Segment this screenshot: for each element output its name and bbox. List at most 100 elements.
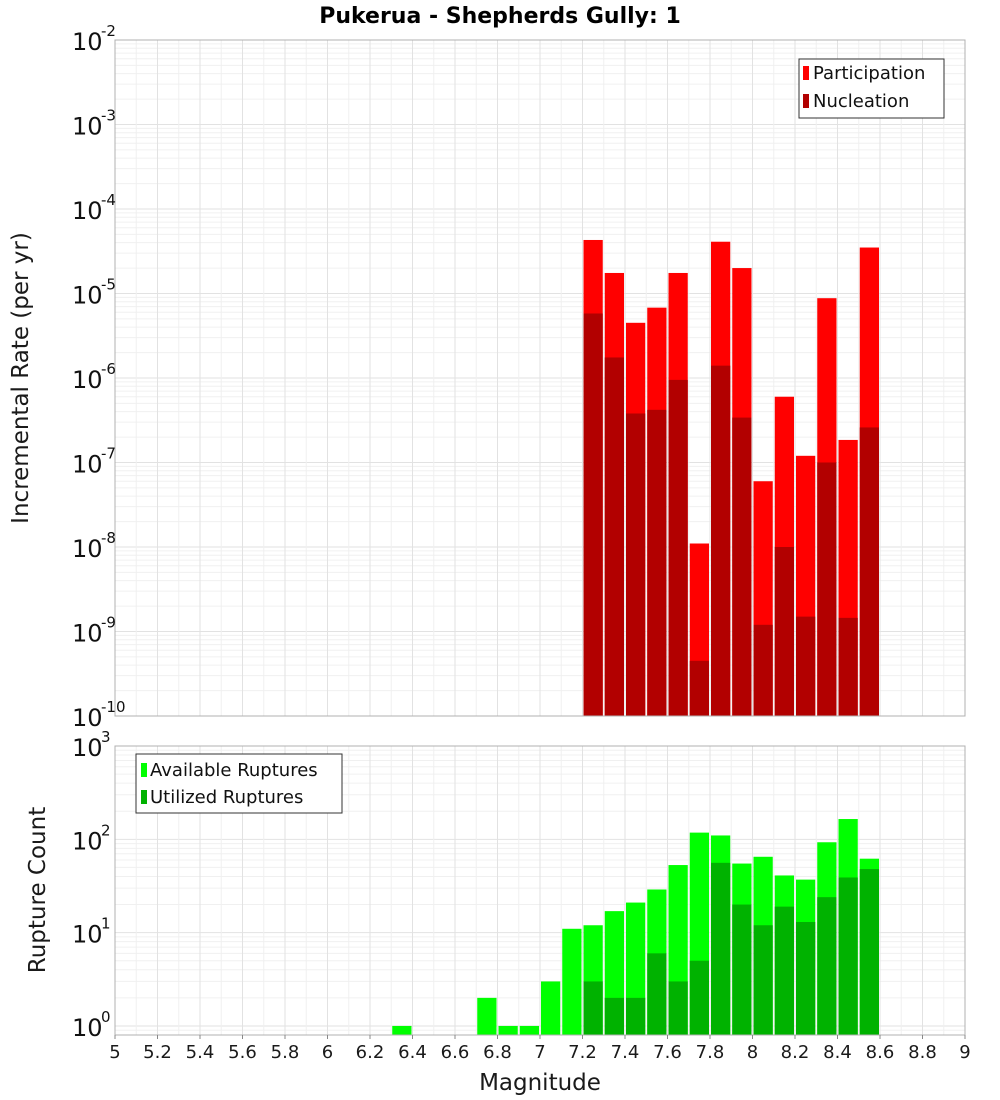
available-ruptures-bar [498, 1025, 518, 1035]
rate-y-tick-label: 10 [72, 282, 103, 310]
utilized-ruptures-bar [732, 904, 752, 1035]
available-legend-swatch [141, 763, 147, 777]
x-tick-label: 7.4 [611, 1042, 640, 1063]
utilized-ruptures-bar [711, 862, 731, 1035]
available-legend-label: Available Ruptures [150, 760, 318, 781]
nucleation-bar [817, 462, 837, 716]
rate-y-tick-label: 10 [72, 704, 103, 732]
rate-plot-grid [114, 39, 966, 717]
nucleation-bar [647, 409, 667, 716]
nucleation-legend-label: Nucleation [813, 91, 909, 112]
x-tick-label: 5 [109, 1042, 120, 1063]
rate-plot-bars [583, 239, 879, 716]
utilized-ruptures-bar [796, 922, 816, 1035]
available-ruptures-bar [392, 1025, 412, 1035]
count-y-tick-exponent: 2 [101, 821, 111, 839]
utilized-ruptures-bar [774, 906, 794, 1035]
x-tick-label: 6.2 [356, 1042, 385, 1063]
rate-y-axis-label: Incremental Rate (per yr) [8, 232, 34, 524]
nucleation-bar [689, 660, 709, 716]
rate-y-tick-exponent: -2 [101, 22, 116, 40]
nucleation-bar [774, 547, 794, 716]
rate-y-tick-label: 10 [72, 451, 103, 479]
nucleation-bar [753, 624, 773, 716]
rate-y-tick-label: 10 [72, 28, 103, 56]
utilized-ruptures-bar [583, 981, 603, 1035]
participation-legend-label: Participation [813, 63, 925, 84]
utilized-ruptures-bar [689, 960, 709, 1035]
x-tick-label: 9 [959, 1042, 970, 1063]
count-y-tick-label: 10 [72, 734, 103, 762]
utilized-ruptures-bar [838, 877, 858, 1035]
count-legend: Available Ruptures Utilized Ruptures [135, 753, 343, 814]
rate-y-tick-exponent: -9 [101, 614, 116, 632]
utilized-ruptures-bar [668, 981, 688, 1035]
count-y-tick-exponent: 0 [101, 1008, 111, 1026]
utilized-legend-label: Utilized Ruptures [150, 787, 303, 808]
x-tick-label: 5.2 [143, 1042, 172, 1063]
x-tick-label: 7.6 [653, 1042, 682, 1063]
rate-y-tick-label: 10 [72, 620, 103, 648]
available-ruptures-bar [477, 997, 497, 1035]
rate-y-tick-label: 10 [72, 197, 103, 225]
count-y-tick-exponent: 1 [101, 915, 111, 933]
x-tick-label: 6.8 [483, 1042, 512, 1063]
utilized-ruptures-bar [817, 897, 837, 1035]
participation-legend-swatch [803, 66, 809, 80]
rate-y-tick-exponent: -10 [101, 698, 126, 716]
available-ruptures-bar [562, 928, 582, 1035]
x-tick-label: 7.2 [568, 1042, 597, 1063]
x-tick-label: 8.6 [866, 1042, 895, 1063]
count-legend-box [135, 753, 343, 814]
nucleation-bar [859, 427, 879, 716]
rate-legend: Participation Nucleation [798, 58, 945, 119]
utilized-ruptures-bar [626, 997, 646, 1035]
x-tick-label: 6.4 [398, 1042, 427, 1063]
count-y-axis-label: Rupture Count [25, 807, 51, 973]
nucleation-bar [626, 413, 646, 716]
x-tick-label: 5.6 [228, 1042, 257, 1063]
rate-y-tick-exponent: -5 [101, 276, 116, 294]
utilized-ruptures-bar [753, 925, 773, 1035]
nucleation-bar [711, 365, 731, 716]
magnitude-x-ticks: 5 5.2 5.4 5.6 5.8 6 6.2 6.4 6.6 6.8 7 7.2 7.4 7.6 7.8 8… [109, 1035, 971, 1063]
magnitude-x-axis-label: Magnitude [479, 1070, 601, 1096]
x-tick-label: 5.4 [186, 1042, 215, 1063]
x-tick-label: 8.8 [908, 1042, 937, 1063]
count-y-tick-label: 10 [72, 1014, 103, 1042]
nucleation-bar [838, 617, 858, 716]
rate-y-tick-exponent: -7 [101, 445, 116, 463]
rate-y-tick-exponent: -6 [101, 360, 116, 378]
available-ruptures-bar [519, 1025, 539, 1035]
x-tick-label: 8.4 [823, 1042, 852, 1063]
nucleation-bar [668, 379, 688, 716]
rate-y-ticks: 10-210-310-410-510-610-710-810-910-10 [72, 22, 126, 732]
rate-plot-frame [114, 39, 966, 717]
count-y-tick-label: 10 [72, 827, 103, 855]
rate-y-tick-label: 10 [72, 535, 103, 563]
nucleation-bar [732, 417, 752, 716]
rate-legend-box [798, 58, 945, 119]
utilized-ruptures-bar [859, 869, 879, 1035]
utilized-ruptures-bar [604, 997, 624, 1035]
x-tick-label: 6 [322, 1042, 333, 1063]
utilized-ruptures-bar [647, 953, 667, 1035]
x-tick-label: 8 [747, 1042, 758, 1063]
rate-y-tick-exponent: -3 [101, 107, 116, 125]
count-y-tick-exponent: 3 [101, 728, 111, 746]
count-plot-bars [392, 819, 879, 1035]
nucleation-bar [796, 616, 816, 716]
x-tick-label: 5.8 [271, 1042, 300, 1063]
chart-title: Pukerua - Shepherds Gully: 1 [319, 4, 681, 29]
x-tick-label: 8.2 [781, 1042, 810, 1063]
nucleation-bar [604, 357, 624, 716]
nucleation-bar [583, 313, 603, 716]
nucleation-legend-swatch [803, 94, 809, 108]
x-tick-label: 6.6 [441, 1042, 470, 1063]
x-tick-label: 7 [534, 1042, 545, 1063]
rate-y-tick-exponent: -4 [101, 191, 116, 209]
x-tick-label: 7.8 [696, 1042, 725, 1063]
